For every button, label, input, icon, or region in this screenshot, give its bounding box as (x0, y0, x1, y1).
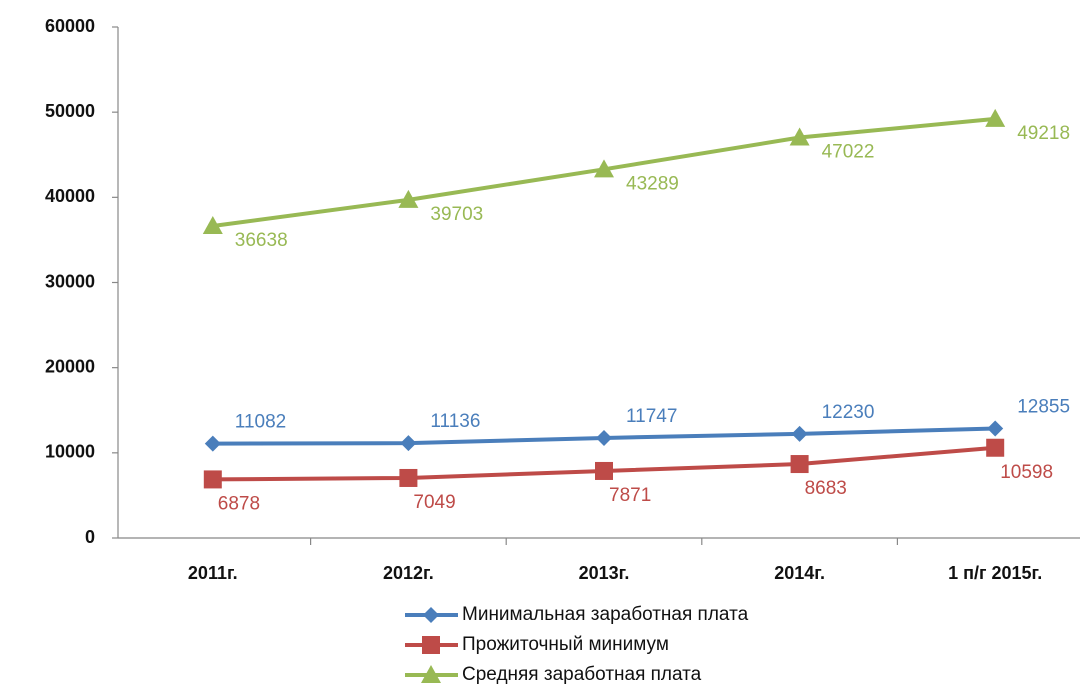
point (203, 470, 222, 489)
data-label: 12230 (822, 402, 875, 423)
point (595, 461, 613, 480)
data-label: 11082 (235, 412, 286, 433)
y-tick-label: 30000 (45, 271, 95, 291)
point (791, 425, 808, 442)
point (204, 435, 221, 452)
point (399, 468, 418, 487)
legend-label: Средняя заработная плата (462, 664, 702, 685)
y-tick-label: 60000 (45, 16, 95, 36)
legend-marker (423, 607, 439, 623)
y-tick-label: 40000 (45, 186, 95, 206)
legend-label: Прожиточный минимум (462, 634, 669, 655)
data-label: 47022 (822, 142, 875, 163)
point (594, 159, 614, 178)
y-tick-label: 20000 (45, 356, 95, 376)
point (202, 215, 223, 234)
x-tick-label: 2013г. (579, 563, 630, 583)
point (789, 127, 810, 146)
legend-label: Минимальная заработная плата (462, 604, 749, 625)
x-tick-label: 1 п/г 2015г. (948, 563, 1042, 583)
data-label: 7871 (609, 485, 651, 506)
data-label: 49218 (1017, 123, 1070, 144)
data-label: 36638 (235, 230, 288, 251)
data-label: 11747 (626, 406, 677, 427)
x-tick-label: 2012г. (383, 563, 434, 583)
point (790, 455, 809, 474)
data-label: 43289 (626, 173, 679, 194)
point (400, 435, 417, 452)
x-tick-label: 2014г. (774, 563, 825, 583)
point (596, 429, 612, 446)
data-label: 39703 (430, 204, 483, 225)
data-label: 8683 (805, 478, 847, 499)
point (986, 438, 1005, 457)
point (987, 420, 1004, 437)
data-label: 12855 (1017, 397, 1070, 418)
data-label: 6878 (218, 493, 260, 514)
data-label: 11136 (430, 411, 480, 432)
x-tick-label: 2011г. (188, 563, 238, 583)
data-label: 10598 (1000, 462, 1053, 483)
data-label: 7049 (413, 492, 455, 513)
y-tick-label: 0 (85, 527, 95, 547)
legend-marker (422, 636, 440, 654)
point (398, 189, 419, 208)
y-tick-label: 10000 (45, 442, 95, 462)
point (985, 108, 1006, 127)
legend-marker (421, 665, 441, 683)
y-tick-label: 50000 (45, 101, 95, 121)
